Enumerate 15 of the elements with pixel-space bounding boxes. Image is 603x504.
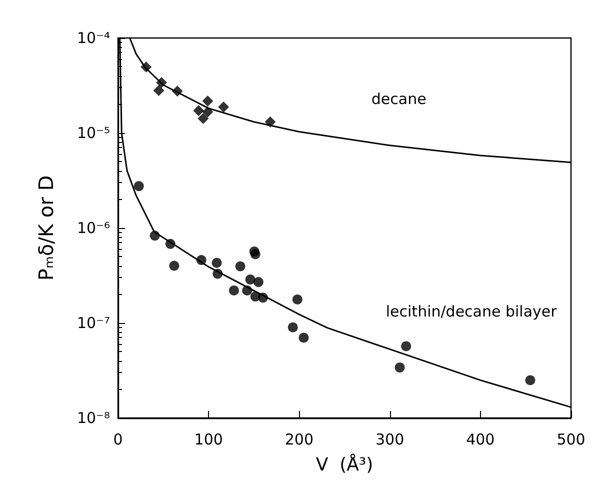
x-axis-title: V (Å³) bbox=[316, 454, 374, 476]
x-tick-label: 300 bbox=[375, 430, 404, 448]
x-tick-label: 100 bbox=[194, 430, 223, 448]
annotation: decane bbox=[371, 90, 426, 108]
y-tick-label: 10⁻⁶ bbox=[76, 219, 110, 237]
y-tick-label: 10⁻⁷ bbox=[76, 314, 110, 332]
annotation: lecithin/decane bilayer bbox=[386, 302, 558, 321]
y-tick-label: 10⁻⁴ bbox=[76, 29, 110, 47]
x-tick-label: 500 bbox=[556, 430, 586, 448]
y-axis-title: Pₘδ/K or D bbox=[34, 175, 58, 281]
x-tick-label: 0 bbox=[113, 430, 123, 448]
y-tick-label: 10⁻⁵ bbox=[76, 124, 110, 142]
y-tick-label: 10⁻⁸ bbox=[76, 409, 110, 427]
x-tick-label: 200 bbox=[284, 430, 314, 448]
x-tick-label: 400 bbox=[466, 430, 495, 448]
